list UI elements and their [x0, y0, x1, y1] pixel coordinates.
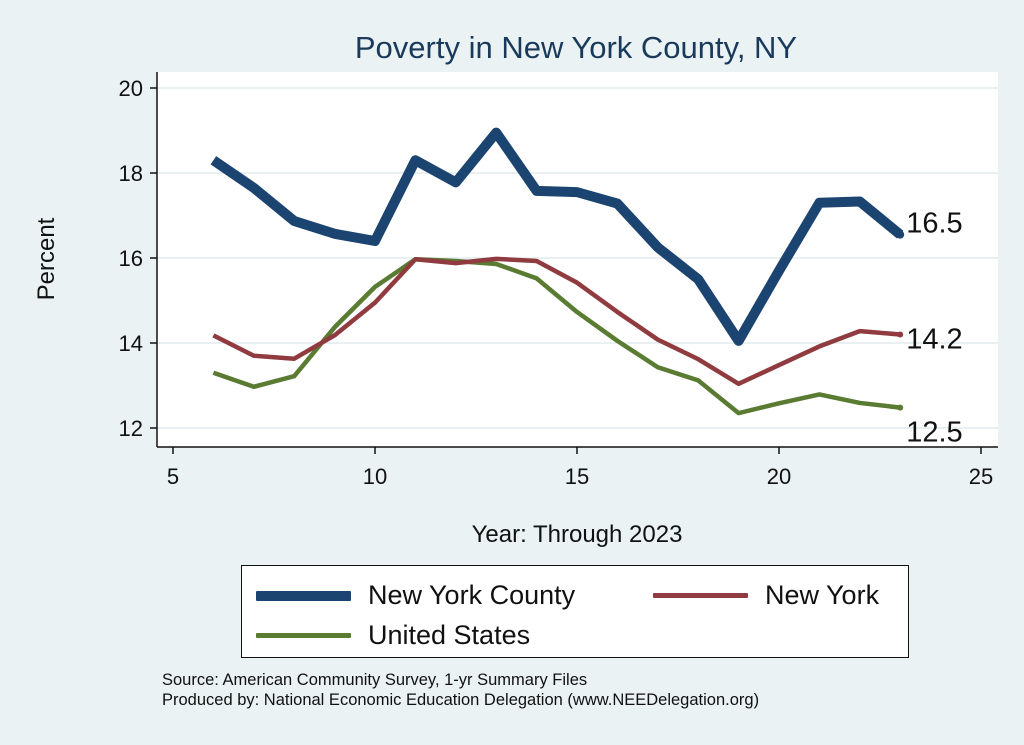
series-end-point: [897, 404, 904, 411]
y-tick-label: 14: [119, 331, 143, 356]
y-tick-label: 20: [119, 76, 143, 101]
end-labels: 12.5 14.2 16.5: [906, 208, 962, 449]
legend-label: United States: [368, 620, 531, 650]
producer-line: Produced by: National Economic Education…: [162, 691, 760, 709]
legend-label: New York County: [368, 580, 576, 610]
end-value-label: 16.5: [906, 208, 962, 240]
x-tick-label: 5: [167, 464, 179, 489]
legend-swatch: [256, 590, 351, 601]
legend-item-united-states: United States: [256, 620, 530, 651]
series-end-point: [897, 331, 904, 338]
series-end-point: [896, 230, 905, 239]
series-line-united-states: [212, 257, 901, 416]
y-tick-label: 12: [119, 416, 143, 441]
x-tick-label: 25: [969, 464, 993, 489]
series-line-new-york-county: [210, 127, 904, 346]
series-line-new-york: [212, 256, 901, 387]
axes: 12 14 16 18 20 5 10 15 20 25: [119, 72, 998, 489]
x-tick-label: 10: [363, 464, 387, 489]
source-note: Source: American Community Survey, 1-yr …: [162, 670, 759, 710]
end-value-label: 12.5: [906, 417, 962, 449]
x-tick-label: 15: [565, 464, 589, 489]
chart-title: Poverty in New York County, NY: [355, 30, 797, 65]
legend-swatch: [256, 633, 351, 638]
y-tick-label: 16: [119, 246, 143, 271]
y-axis-label: Percent: [33, 217, 60, 300]
plot-area: [157, 72, 998, 447]
x-axis-label: Year: Through 2023: [472, 521, 683, 548]
legend-label: New York: [765, 580, 880, 610]
line-chart: Poverty in New York County, NY 12 14 16 18 2…: [33, 30, 998, 548]
gridlines: [157, 87, 998, 429]
series-lines: [210, 127, 905, 416]
legend-item-new-york-county: New York County: [256, 580, 575, 611]
legend: New York County New York United States: [241, 565, 909, 658]
x-tick-label: 20: [767, 464, 791, 489]
legend-item-new-york: New York: [653, 580, 879, 611]
source-line: Source: American Community Survey, 1-yr …: [162, 671, 588, 689]
end-value-label: 14.2: [906, 324, 962, 356]
legend-swatch: [653, 593, 748, 598]
y-tick-label: 18: [119, 161, 143, 186]
